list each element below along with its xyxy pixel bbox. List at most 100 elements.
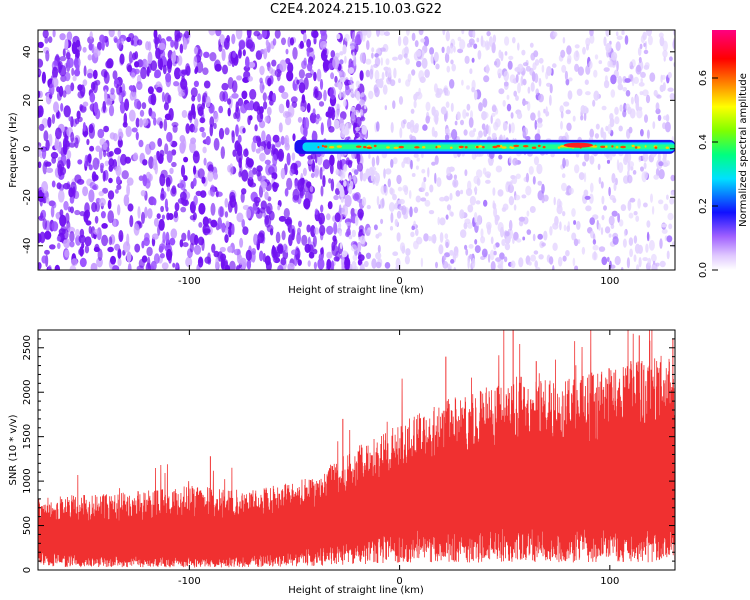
noise-speck: [289, 37, 295, 46]
noise-speck: [517, 82, 521, 94]
noise-speck: [439, 232, 444, 243]
noise-speck: [482, 98, 488, 108]
band-hotspot: [560, 145, 565, 148]
noise-speck: [425, 101, 431, 112]
noise-speck: [60, 102, 64, 112]
noise-speck: [510, 175, 516, 180]
noise-speck: [374, 87, 380, 98]
noise-speck: [530, 52, 536, 61]
noise-speck: [207, 170, 214, 182]
noise-speck: [504, 231, 510, 237]
noise-speck: [401, 245, 406, 254]
noise-speck: [657, 114, 662, 122]
noise-speck: [603, 67, 610, 72]
noise-speck: [353, 109, 360, 116]
noise-speck: [416, 157, 420, 162]
noise-speck: [110, 87, 115, 95]
noise-speck: [402, 36, 409, 46]
noise-speck: [159, 243, 165, 251]
noise-speck: [560, 120, 563, 130]
noise-speck: [509, 156, 512, 164]
noise-speck: [245, 249, 252, 261]
noise-speck: [390, 158, 394, 168]
noise-speck: [518, 216, 526, 222]
band-hotspot: [482, 145, 485, 149]
noise-speck: [552, 222, 559, 230]
noise-speck: [632, 170, 637, 175]
noise-speck: [659, 84, 665, 93]
noise-speck: [562, 37, 566, 44]
noise-speck: [318, 101, 325, 107]
band-hotspot: [591, 145, 598, 148]
noise-speck: [368, 153, 371, 159]
noise-speck: [108, 236, 113, 246]
noise-speck: [82, 101, 89, 107]
noise-speck: [443, 195, 450, 202]
noise-speck: [392, 100, 396, 109]
band-hotspot: [458, 145, 464, 149]
noise-speck: [316, 113, 320, 120]
noise-speck: [669, 197, 675, 205]
noise-speck: [382, 84, 388, 95]
noise-speck: [473, 128, 477, 133]
noise-speck: [403, 157, 409, 164]
noise-speck: [433, 114, 439, 123]
noise-speck: [578, 172, 585, 181]
noise-speck: [413, 100, 417, 109]
noise-speck: [493, 207, 498, 218]
noise-speck: [449, 45, 454, 54]
noise-speck: [141, 240, 145, 249]
noise-speck: [139, 109, 145, 117]
noise-speck: [336, 182, 341, 187]
noise-speck: [340, 174, 345, 179]
noise-speck: [197, 256, 204, 268]
noise-speck: [38, 90, 41, 98]
noise-speck: [533, 156, 540, 166]
noise-speck: [228, 227, 232, 238]
noise-speck: [561, 182, 567, 192]
noise-speck: [181, 232, 187, 242]
noise-speck: [439, 217, 446, 226]
noise-speck: [543, 230, 548, 241]
noise-speck: [210, 184, 216, 197]
noise-speck: [504, 36, 510, 46]
noise-speck: [168, 108, 174, 121]
noise-speck: [49, 244, 56, 250]
noise-speck: [237, 49, 242, 59]
noise-speck: [108, 158, 115, 167]
noise-speck: [618, 162, 624, 174]
y-tick-label: 0: [22, 146, 33, 152]
noise-speck: [396, 232, 401, 242]
noise-speck: [282, 110, 290, 119]
noise-speck: [64, 249, 70, 258]
noise-speck: [613, 182, 617, 192]
noise-speck: [148, 173, 153, 182]
noise-speck: [219, 34, 225, 44]
noise-speck: [575, 50, 579, 58]
noise-speck: [114, 166, 119, 172]
noise-speck: [193, 55, 198, 68]
noise-speck: [209, 52, 217, 62]
noise-speck: [266, 62, 271, 68]
noise-speck: [576, 220, 581, 230]
noise-speck: [54, 264, 60, 270]
noise-speck: [85, 220, 92, 226]
noise-speck: [286, 70, 294, 82]
noise-speck: [296, 79, 300, 85]
noise-speck: [235, 124, 239, 137]
band-hotspot: [631, 144, 635, 148]
noise-speck: [420, 197, 427, 202]
noise-speck: [502, 203, 509, 211]
noise-speck: [278, 122, 283, 133]
noise-speck: [510, 180, 513, 187]
noise-speck: [453, 45, 456, 53]
noise-speck: [241, 169, 249, 182]
noise-speck: [411, 225, 416, 231]
noise-speck: [463, 222, 467, 230]
band-hotspot: [615, 146, 619, 149]
noise-speck: [356, 90, 361, 101]
noise-speck: [266, 224, 274, 233]
noise-speck: [474, 239, 478, 245]
noise-speck: [467, 222, 473, 229]
noise-speck: [598, 246, 606, 252]
